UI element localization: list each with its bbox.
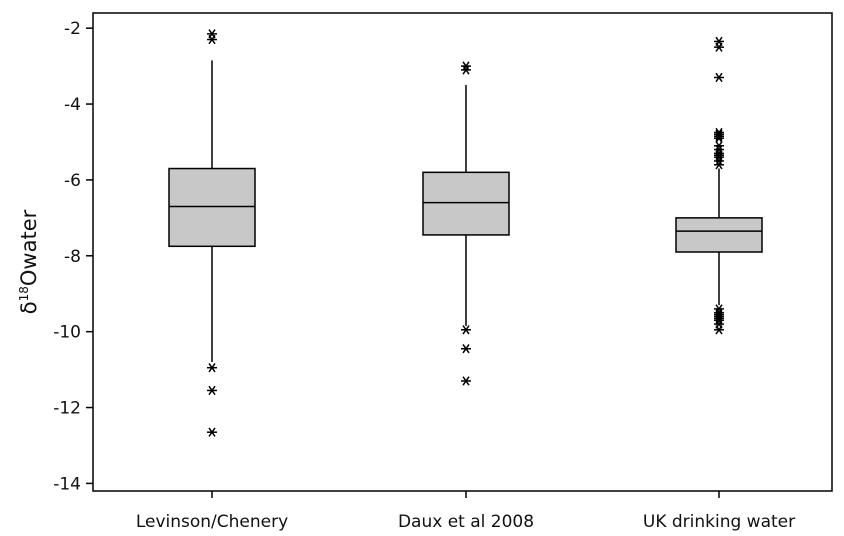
outlier-marker [461, 344, 471, 354]
outlier-marker [714, 72, 724, 83]
y-tick-label: -10 [53, 323, 81, 343]
outlier-marker [207, 427, 217, 437]
outlier-marker [461, 325, 471, 335]
box-group [422, 61, 510, 386]
y-tick-label: -14 [53, 474, 81, 494]
outlier-marker [207, 385, 217, 396]
outlier-marker [714, 42, 724, 52]
outlier-marker [714, 131, 724, 141]
y-tick-label: -6 [64, 171, 81, 191]
x-category-label: Levinson/Chenery [136, 512, 288, 532]
outlier-marker [207, 29, 217, 39]
y-tick-label: -2 [64, 19, 81, 39]
box [422, 171, 510, 236]
outlier-marker [714, 160, 724, 170]
y-axis: -2 -4 -6 -8 -10 -12 -14 [53, 19, 93, 494]
box [675, 217, 763, 253]
y-tick-label: -4 [64, 95, 81, 115]
box-group [168, 29, 256, 437]
y-tick-label: -8 [64, 247, 81, 267]
box [168, 167, 256, 248]
box-series [168, 29, 763, 437]
y-tick-label: -12 [53, 399, 81, 419]
y-axis-title-suffix: Owater [17, 209, 41, 286]
outlier-marker [461, 376, 471, 386]
x-axis: Levinson/Chenery Daux et al 2008 UK drinki… [136, 491, 795, 532]
y-axis-title: δ18Owater [17, 209, 41, 314]
y-axis-title-superscript: 18 [17, 286, 31, 301]
outlier-marker [714, 133, 724, 143]
x-category-label: Daux et al 2008 [398, 512, 534, 532]
outlier-marker [207, 363, 217, 373]
outlier-marker [714, 325, 724, 335]
outlier-marker [714, 36, 724, 47]
y-axis-title-prefix: δ [17, 301, 41, 314]
outlier-marker [207, 34, 217, 45]
x-category-label: UK drinking water [643, 512, 795, 532]
box-group [675, 36, 763, 335]
outlier-marker [461, 65, 471, 75]
plot-frame [92, 12, 833, 492]
